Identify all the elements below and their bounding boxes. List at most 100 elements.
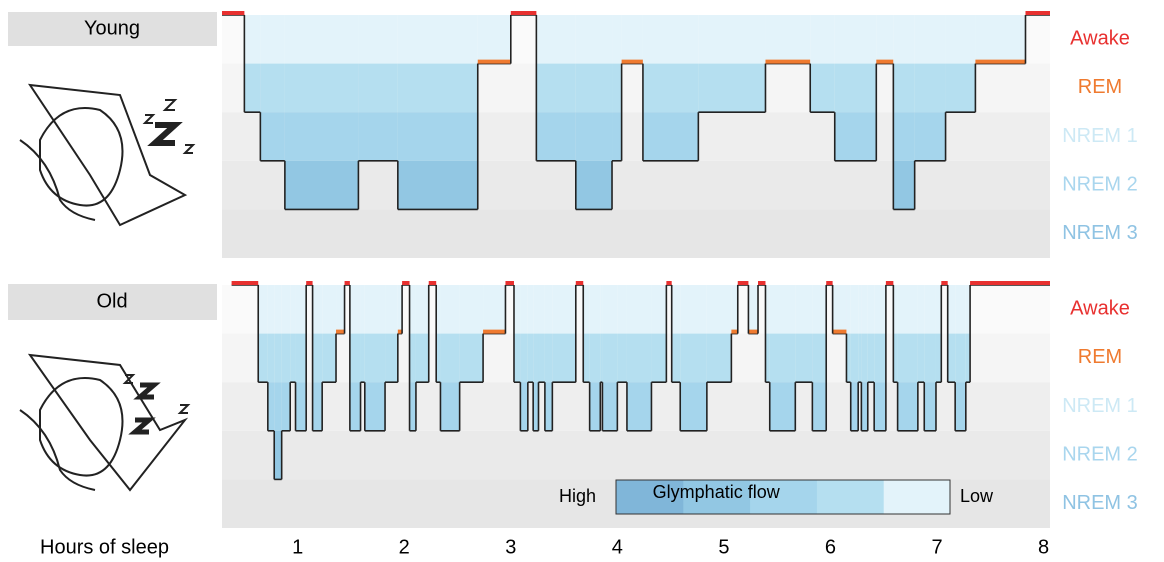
stage-segment — [232, 283, 259, 285]
flow-fill — [975, 15, 1025, 64]
flow-fill — [528, 285, 533, 334]
stage-band — [222, 431, 1050, 480]
flow-fill — [322, 334, 336, 383]
flow-fill — [244, 64, 260, 113]
legend-title: Glymphatic flow — [653, 482, 781, 502]
flow-fill — [851, 285, 858, 334]
flow-fill — [612, 64, 622, 113]
flow-fill — [410, 334, 416, 383]
stage-label: REM — [1078, 346, 1122, 368]
flow-fill — [536, 112, 575, 161]
flow-fill — [545, 382, 552, 431]
flow-fill — [244, 15, 260, 64]
stage-segment — [296, 285, 307, 431]
stage-segment — [946, 15, 976, 112]
flow-fill — [915, 15, 946, 64]
flow-fill — [290, 334, 295, 383]
stage-segment — [1025, 13, 1050, 15]
flow-fill — [833, 285, 847, 334]
flow-fill — [365, 285, 385, 334]
stage-label: NREM 3 — [1062, 492, 1138, 514]
flow-fill — [680, 285, 707, 334]
stage-segment — [460, 285, 483, 382]
stage-segment — [350, 285, 361, 431]
page: {"chart_data": [ {"type": "hypnogram", "… — [0, 0, 1164, 562]
flow-fill — [924, 334, 936, 383]
stage-segment — [643, 15, 698, 161]
stage-segment — [336, 285, 345, 334]
flow-fill — [545, 334, 552, 383]
flow-fill — [576, 64, 612, 113]
flow-fill — [602, 382, 617, 431]
flow-fill — [893, 112, 914, 161]
flow-fill — [460, 285, 483, 334]
flow-fill — [707, 285, 732, 334]
flow-fill — [274, 285, 281, 334]
stage-segment — [826, 283, 832, 285]
stage-segment — [886, 283, 893, 285]
flow-fill — [533, 334, 538, 383]
flow-fill — [602, 334, 617, 383]
flow-fill — [955, 334, 966, 383]
flow-fill — [612, 15, 622, 64]
flow-fill — [861, 382, 867, 431]
flow-fill — [576, 112, 612, 161]
flow-fill — [835, 64, 877, 113]
stage-segment — [511, 13, 537, 15]
flow-fill — [398, 64, 478, 113]
flow-fill — [707, 334, 732, 383]
stage-segment — [385, 285, 398, 382]
flow-fill — [410, 285, 416, 334]
stage-segment — [810, 15, 835, 112]
x-tick-label: 2 — [399, 536, 410, 558]
flow-fill — [835, 112, 877, 161]
flow-fill — [336, 285, 345, 334]
stage-label: NREM 1 — [1062, 395, 1138, 417]
stage-segment — [478, 15, 511, 64]
stage-segment — [941, 283, 947, 285]
stage-segment — [410, 285, 416, 431]
x-tick-label: 4 — [612, 536, 623, 558]
flow-fill — [672, 285, 681, 334]
stage-segment — [924, 285, 936, 431]
flow-fill — [514, 285, 520, 334]
flow-fill — [924, 382, 936, 431]
flow-fill — [915, 112, 946, 161]
stage-segment — [306, 283, 312, 285]
flow-fill — [680, 382, 707, 431]
flow-fill — [268, 382, 274, 431]
stage-segment — [758, 283, 765, 285]
x-tick-label: 7 — [931, 536, 942, 558]
flow-fill — [770, 334, 796, 383]
stage-segment — [731, 285, 737, 334]
flow-fill — [861, 334, 867, 383]
flow-fill — [876, 15, 893, 64]
flow-fill — [552, 285, 575, 334]
flow-fill — [361, 285, 365, 334]
flow-fill — [622, 15, 643, 64]
flow-fill — [765, 15, 810, 64]
stage-segment — [361, 285, 365, 382]
stage-segment — [812, 285, 826, 431]
flow-fill — [520, 334, 527, 383]
flow-fill — [868, 334, 874, 383]
stage-segment — [274, 285, 281, 479]
stage-segment — [970, 283, 1050, 285]
stage-segment — [666, 283, 671, 285]
flow-fill — [898, 285, 918, 334]
stage-segment — [770, 285, 796, 431]
flow-fill — [602, 285, 617, 334]
flow-fill — [385, 334, 398, 383]
stage-label: Awake — [1070, 28, 1130, 50]
flow-fill — [590, 285, 601, 334]
stage-segment — [576, 283, 583, 285]
stage-segment — [590, 285, 601, 431]
flow-fill — [874, 382, 886, 431]
stage-segment — [345, 283, 350, 285]
stage-segment — [576, 15, 612, 209]
legend-swatch — [816, 480, 883, 514]
stage-segment — [765, 15, 810, 64]
stage-segment — [398, 15, 478, 209]
flow-fill — [274, 382, 281, 431]
sleeper-old — [20, 355, 188, 490]
